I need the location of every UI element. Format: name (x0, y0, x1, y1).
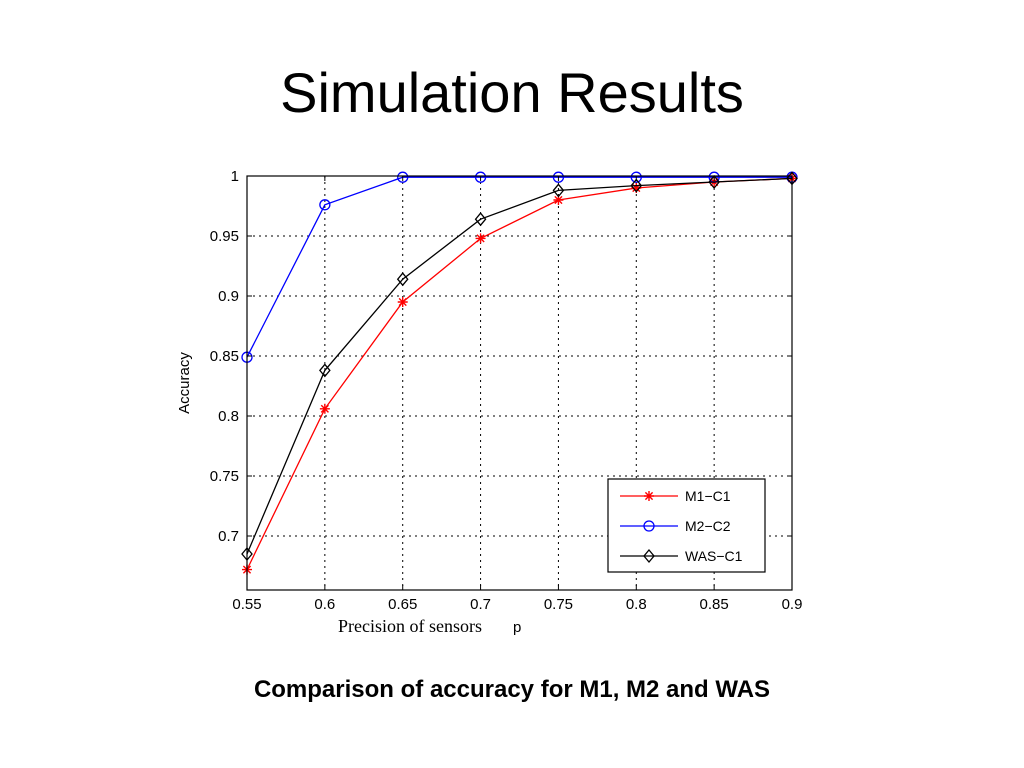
y-ticks: 0.7 0.75 0.8 0.85 0.9 0.95 1 (210, 168, 792, 545)
y-tick-label: 0.95 (210, 228, 239, 245)
series-2-point (630, 171, 642, 183)
x-tick-label: 0.75 (544, 596, 573, 613)
y-tick-label: 0.7 (218, 528, 239, 545)
x-tick-label: 0.6 (314, 596, 335, 613)
legend-label: M2−C2 (685, 518, 731, 534)
x-tick-label: 0.85 (700, 596, 729, 613)
x-ticks: 0.55 0.6 0.65 0.7 0.75 0.8 0.85 0.9 (232, 176, 802, 613)
series-1-point (475, 233, 486, 244)
slide-title: Simulation Results (280, 61, 744, 124)
y-tick-label: 0.8 (218, 408, 239, 425)
y-tick-label: 0.85 (210, 348, 239, 365)
legend-marker (643, 548, 655, 564)
x-tick-label: 0.65 (388, 596, 417, 613)
series-2-point (397, 171, 409, 183)
y-tick-label: 0.9 (218, 288, 239, 305)
legend-marker (643, 520, 655, 532)
plot-frame (246, 175, 793, 591)
y-tick-label: 1 (231, 168, 239, 185)
legend-label: M1−C1 (685, 488, 731, 504)
series-2-point (474, 171, 487, 183)
x-axis-unit: p (513, 619, 521, 636)
series-3-point (708, 174, 720, 190)
series-line-2 (246, 176, 792, 358)
legend-marker (644, 491, 654, 501)
series-layer (241, 171, 798, 575)
legend: M1−C1 M2−C2 WAS−C1 (607, 478, 766, 573)
x-tick-label: 0.9 (782, 596, 803, 613)
series-1-point (319, 403, 330, 414)
x-tick-label: 0.7 (470, 596, 491, 613)
y-axis-label: Accuracy (176, 352, 193, 414)
legend-label: WAS−C1 (685, 548, 743, 564)
series-3-point (474, 212, 487, 227)
series-3-point (319, 363, 331, 378)
figure-caption: Comparison of accuracy for M1, M2 and WA… (253, 676, 771, 703)
series-1-point (397, 297, 408, 307)
series-line-3 (246, 177, 793, 555)
series-3-point (630, 178, 643, 193)
x-axis-label: Precision of sensors (338, 616, 482, 636)
series-2-point (552, 171, 565, 183)
x-tick-label: 0.55 (232, 596, 261, 613)
series-1-point (553, 195, 564, 205)
x-tick-label: 0.8 (626, 596, 647, 613)
series-1-point (631, 183, 642, 193)
series-3-point (552, 183, 565, 198)
series-3-point (396, 272, 409, 287)
series-2-point (319, 199, 331, 211)
y-tick-label: 0.75 (210, 468, 239, 485)
